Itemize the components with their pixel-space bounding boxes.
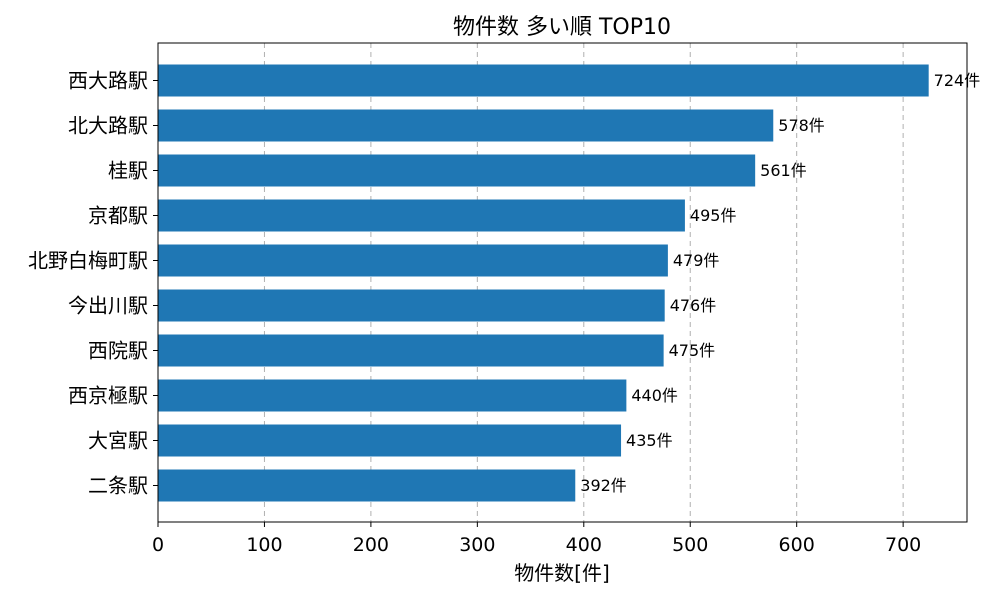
x-tick-label: 300 (459, 534, 495, 556)
bar (158, 244, 668, 277)
bar (158, 334, 664, 367)
x-tick-label: 700 (885, 534, 921, 556)
bar (158, 199, 685, 232)
category-label: 大宮駅 (88, 429, 148, 453)
bar (158, 379, 627, 412)
category-label: 北大路駅 (68, 114, 148, 138)
category-label: 北野白梅町駅 (28, 249, 148, 273)
x-tick-label: 600 (779, 534, 815, 556)
category-label: 桂駅 (108, 159, 148, 183)
bar (158, 64, 929, 97)
bar-value-label: 578件 (778, 116, 825, 135)
category-label: 西院駅 (88, 339, 148, 363)
bar (158, 154, 756, 187)
category-label: 二条駅 (88, 474, 148, 498)
plot-frame (157, 42, 968, 523)
bar-value-label: 724件 (934, 71, 981, 90)
category-label: 西大路駅 (68, 69, 148, 93)
bar (158, 109, 774, 142)
category-label: 京都駅 (88, 204, 148, 228)
category-label: 西京極駅 (68, 384, 148, 408)
bar-value-label: 440件 (631, 386, 678, 405)
bar (158, 424, 622, 457)
bar (158, 289, 665, 322)
bar-value-label: 495件 (690, 206, 737, 225)
x-tick-label: 100 (246, 534, 282, 556)
bars (158, 64, 929, 502)
bar-value-label: 435件 (626, 431, 673, 450)
bar-value-label: 561件 (760, 161, 807, 180)
x-tick-label: 200 (353, 534, 389, 556)
bar-value-label: 476件 (670, 296, 717, 315)
category-label: 今出川駅 (68, 294, 148, 318)
bar (158, 469, 576, 502)
bar-value-label: 475件 (669, 341, 716, 360)
chart-title: 物件数 多い順 TOP10 (453, 15, 671, 40)
x-tick-label: 0 (152, 534, 164, 556)
x-axis-ticks: 0 100 200 300 400 500 600 700 (152, 522, 921, 556)
x-tick-label: 500 (672, 534, 708, 556)
x-tick-label: 400 (566, 534, 602, 556)
bar-value-label: 392件 (580, 476, 627, 495)
x-axis-label: 物件数[件] (514, 561, 610, 585)
bar-value-label: 479件 (673, 251, 720, 270)
bar-value-labels: 724件 578件 561件 495件 479件 476件 475件 440件 435件 392件 (580, 71, 980, 495)
